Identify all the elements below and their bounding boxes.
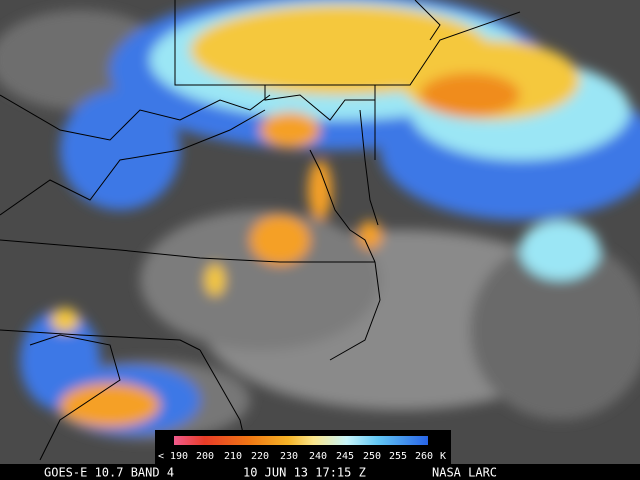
colorbar-label: 200 [196,451,214,462]
footer-bar [0,464,640,480]
colorbar-label: 260 [415,451,433,462]
cloud-field [0,0,640,440]
colorbar-label: 240 [309,451,327,462]
unit-label: K [440,451,446,462]
colorbar-label: 245 [336,451,354,462]
satellite-label: GOES-E 10.7 BAND 4 [44,466,174,480]
source-label: NASA LARC [432,466,497,480]
colorbar-labels: < 190 200 210 220 230 240 245 250 255 260 [158,451,433,462]
boundaries [0,0,521,465]
colorbar-panel [155,430,451,464]
colorbar-label: < 190 [158,451,188,462]
colorbar-label: 250 [363,451,381,462]
time-label: 10 JUN 13 17:15 Z [243,466,366,480]
colorbar [174,436,428,445]
colorbar-label: 255 [389,451,407,462]
colorbar-label: 210 [224,451,242,462]
colorbar-label: 230 [280,451,298,462]
colorbar-label: 220 [251,451,269,462]
